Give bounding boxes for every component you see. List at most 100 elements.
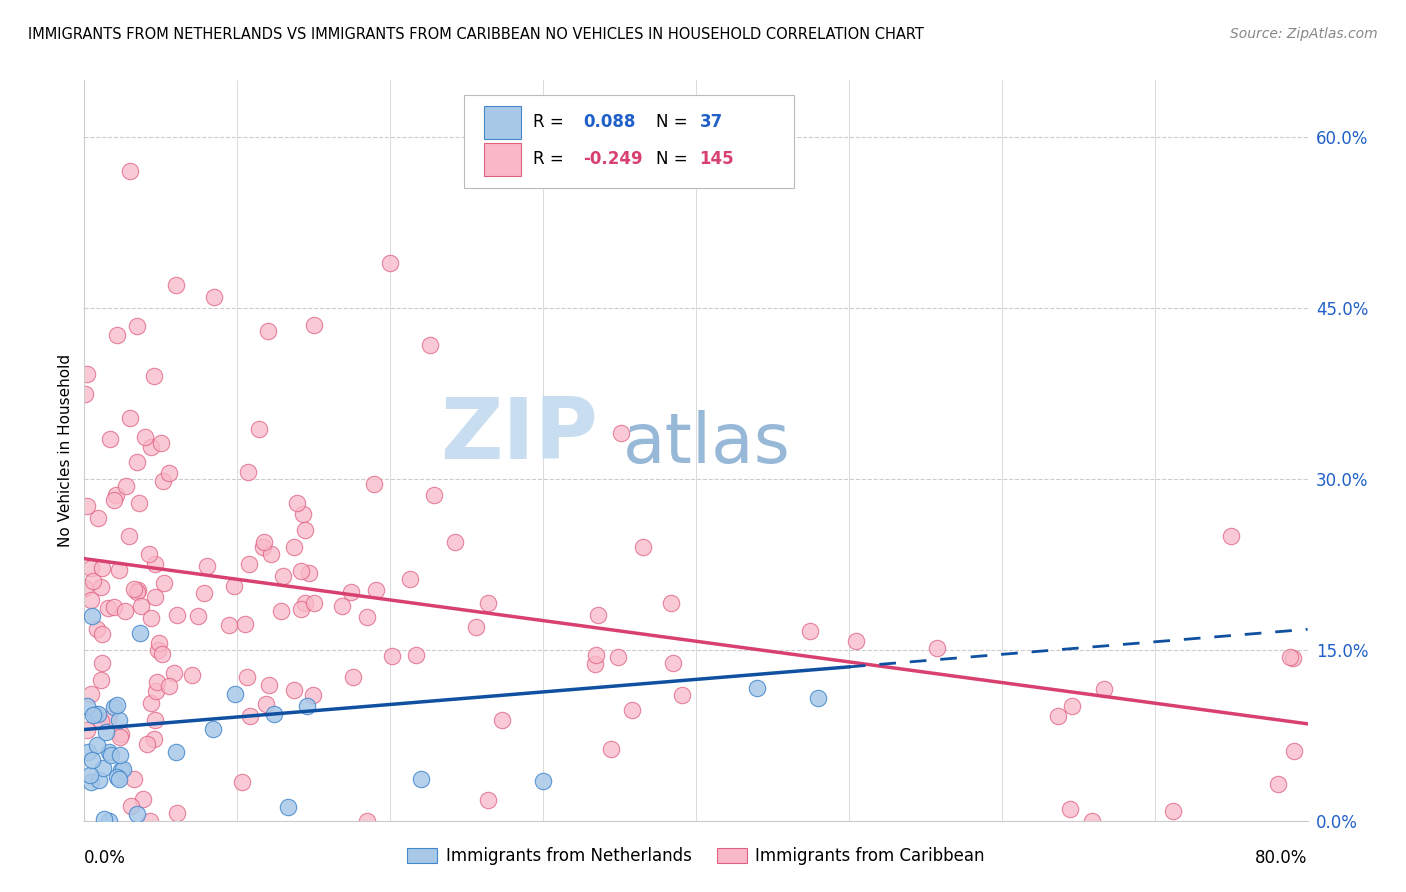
Point — [76, 699, 98, 714]
Point — [139, 440, 162, 454]
Point — [238, 557, 260, 571]
Point — [290, 564, 312, 578]
Point — [607, 649, 630, 664]
Point — [98, 432, 121, 446]
Point — [235, 670, 257, 684]
Point — [807, 691, 830, 706]
Point — [157, 679, 180, 693]
Point — [1278, 649, 1301, 664]
Point — [423, 488, 446, 502]
Point — [363, 477, 385, 491]
Text: ZIP: ZIP — [440, 394, 598, 477]
Point — [97, 712, 120, 726]
Point — [80, 687, 103, 701]
Point — [149, 436, 172, 450]
Point — [477, 793, 499, 807]
Point — [108, 714, 131, 728]
Point — [1046, 708, 1069, 723]
Text: 145: 145 — [700, 151, 734, 169]
Point — [600, 742, 623, 756]
Point — [187, 608, 209, 623]
Point — [252, 540, 274, 554]
Point — [76, 367, 98, 381]
Point — [1281, 651, 1303, 665]
Point — [747, 681, 769, 695]
Point — [263, 707, 285, 722]
Point — [152, 474, 174, 488]
Point — [202, 722, 225, 736]
Point — [108, 563, 131, 577]
Point — [302, 318, 325, 333]
Point — [120, 164, 142, 178]
Point — [125, 585, 148, 599]
Text: 0.0%: 0.0% — [84, 849, 127, 867]
Point — [1219, 528, 1241, 542]
Point — [103, 493, 125, 508]
Text: -0.249: -0.249 — [583, 151, 643, 169]
Point — [166, 805, 188, 820]
Point — [128, 625, 150, 640]
Point — [659, 596, 682, 610]
Point — [122, 772, 145, 787]
Point — [302, 688, 325, 702]
Point — [105, 771, 128, 785]
Point — [270, 604, 292, 618]
Point — [366, 583, 388, 598]
Point — [98, 745, 121, 759]
FancyBboxPatch shape — [464, 95, 794, 187]
Point — [80, 608, 103, 623]
Point — [620, 703, 643, 717]
Point — [143, 590, 166, 604]
Point — [586, 608, 609, 623]
Point — [531, 774, 554, 789]
Point — [107, 772, 129, 786]
Point — [87, 511, 110, 525]
Point — [294, 596, 316, 610]
Point — [84, 706, 107, 721]
Point — [143, 713, 166, 727]
Point — [120, 798, 142, 813]
Text: IMMIGRANTS FROM NETHERLANDS VS IMMIGRANTS FROM CARIBBEAN NO VEHICLES IN HOUSEHOL: IMMIGRANTS FROM NETHERLANDS VS IMMIGRANT… — [28, 27, 924, 42]
Point — [125, 455, 148, 469]
Point — [89, 773, 111, 788]
Point — [75, 386, 97, 401]
Point — [127, 582, 149, 597]
Point — [259, 547, 281, 561]
Point — [218, 618, 240, 632]
Point — [247, 422, 270, 436]
Point — [103, 700, 125, 714]
Point — [132, 791, 155, 805]
Point — [142, 732, 165, 747]
Point — [224, 687, 246, 701]
Point — [661, 656, 683, 670]
Point — [80, 593, 103, 607]
Text: N =: N = — [655, 151, 688, 169]
Point — [105, 698, 128, 713]
Point — [1060, 699, 1083, 714]
Point — [90, 656, 112, 670]
Point — [98, 814, 121, 828]
Text: R =: R = — [533, 151, 564, 169]
Point — [491, 713, 513, 727]
Point — [405, 648, 427, 663]
Point — [298, 566, 321, 581]
Point — [86, 623, 108, 637]
Point — [128, 496, 150, 510]
Point — [356, 610, 378, 624]
Point — [148, 635, 170, 649]
Text: 80.0%: 80.0% — [1256, 849, 1308, 867]
Point — [148, 643, 170, 657]
Legend: Immigrants from Netherlands, Immigrants from Caribbean: Immigrants from Netherlands, Immigrants … — [401, 840, 991, 871]
Point — [477, 596, 499, 610]
Point — [105, 328, 128, 343]
Point — [419, 337, 441, 351]
Point — [165, 745, 187, 759]
Text: Source: ZipAtlas.com: Source: ZipAtlas.com — [1230, 27, 1378, 41]
Point — [139, 611, 162, 625]
Point — [163, 666, 186, 681]
Point — [75, 581, 97, 595]
Text: atlas: atlas — [623, 409, 790, 476]
Point — [671, 688, 693, 702]
Point — [90, 626, 112, 640]
Point — [271, 568, 294, 582]
